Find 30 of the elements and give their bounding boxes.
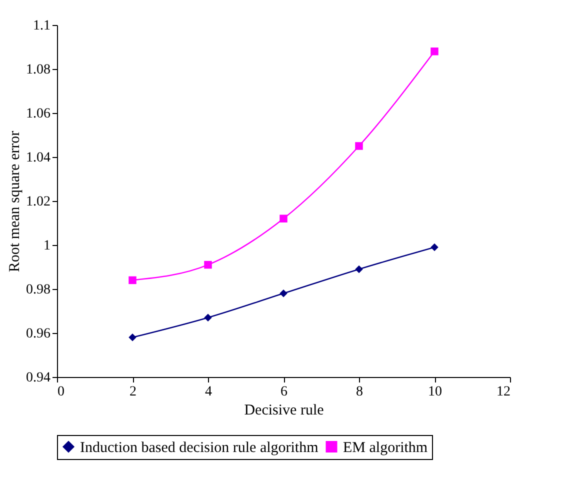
y-tick-label: 1.06 <box>26 106 50 122</box>
x-tick-label: 2 <box>130 384 136 400</box>
y-tick-label: 1.08 <box>26 62 50 78</box>
point <box>355 265 363 274</box>
x-axis-title: Decisive rule <box>244 402 324 418</box>
x-tick-label: 12 <box>496 384 510 400</box>
y-axis-title: Root mean square error <box>7 130 23 272</box>
point <box>430 48 438 56</box>
point <box>204 260 212 269</box>
y-tick-label: 1.1 <box>33 18 50 34</box>
y-tick-label: 0.98 <box>26 282 50 298</box>
legend-label: Induction based decision rule algorithm <box>80 440 319 456</box>
y-tick-label: 1 <box>44 238 50 254</box>
y-tick-label: 1.04 <box>26 150 50 166</box>
x-tick-label: 8 <box>356 384 363 400</box>
point <box>204 314 212 322</box>
x-tick-label: 0 <box>58 384 64 400</box>
point <box>128 276 136 284</box>
x-tick-label: 6 <box>280 384 288 400</box>
point <box>280 214 288 222</box>
point <box>128 334 136 342</box>
y-tick-label: 1.02 <box>26 194 50 210</box>
point <box>355 142 363 150</box>
legend-label: EM algorithm <box>343 440 428 456</box>
y-tick-label: 0.94 <box>26 370 50 386</box>
x-tick-label: 4 <box>205 384 212 400</box>
x-tick-label: 10 <box>428 384 442 400</box>
point <box>280 290 288 298</box>
point <box>430 243 438 252</box>
y-tick-label: 0.96 <box>26 326 50 342</box>
